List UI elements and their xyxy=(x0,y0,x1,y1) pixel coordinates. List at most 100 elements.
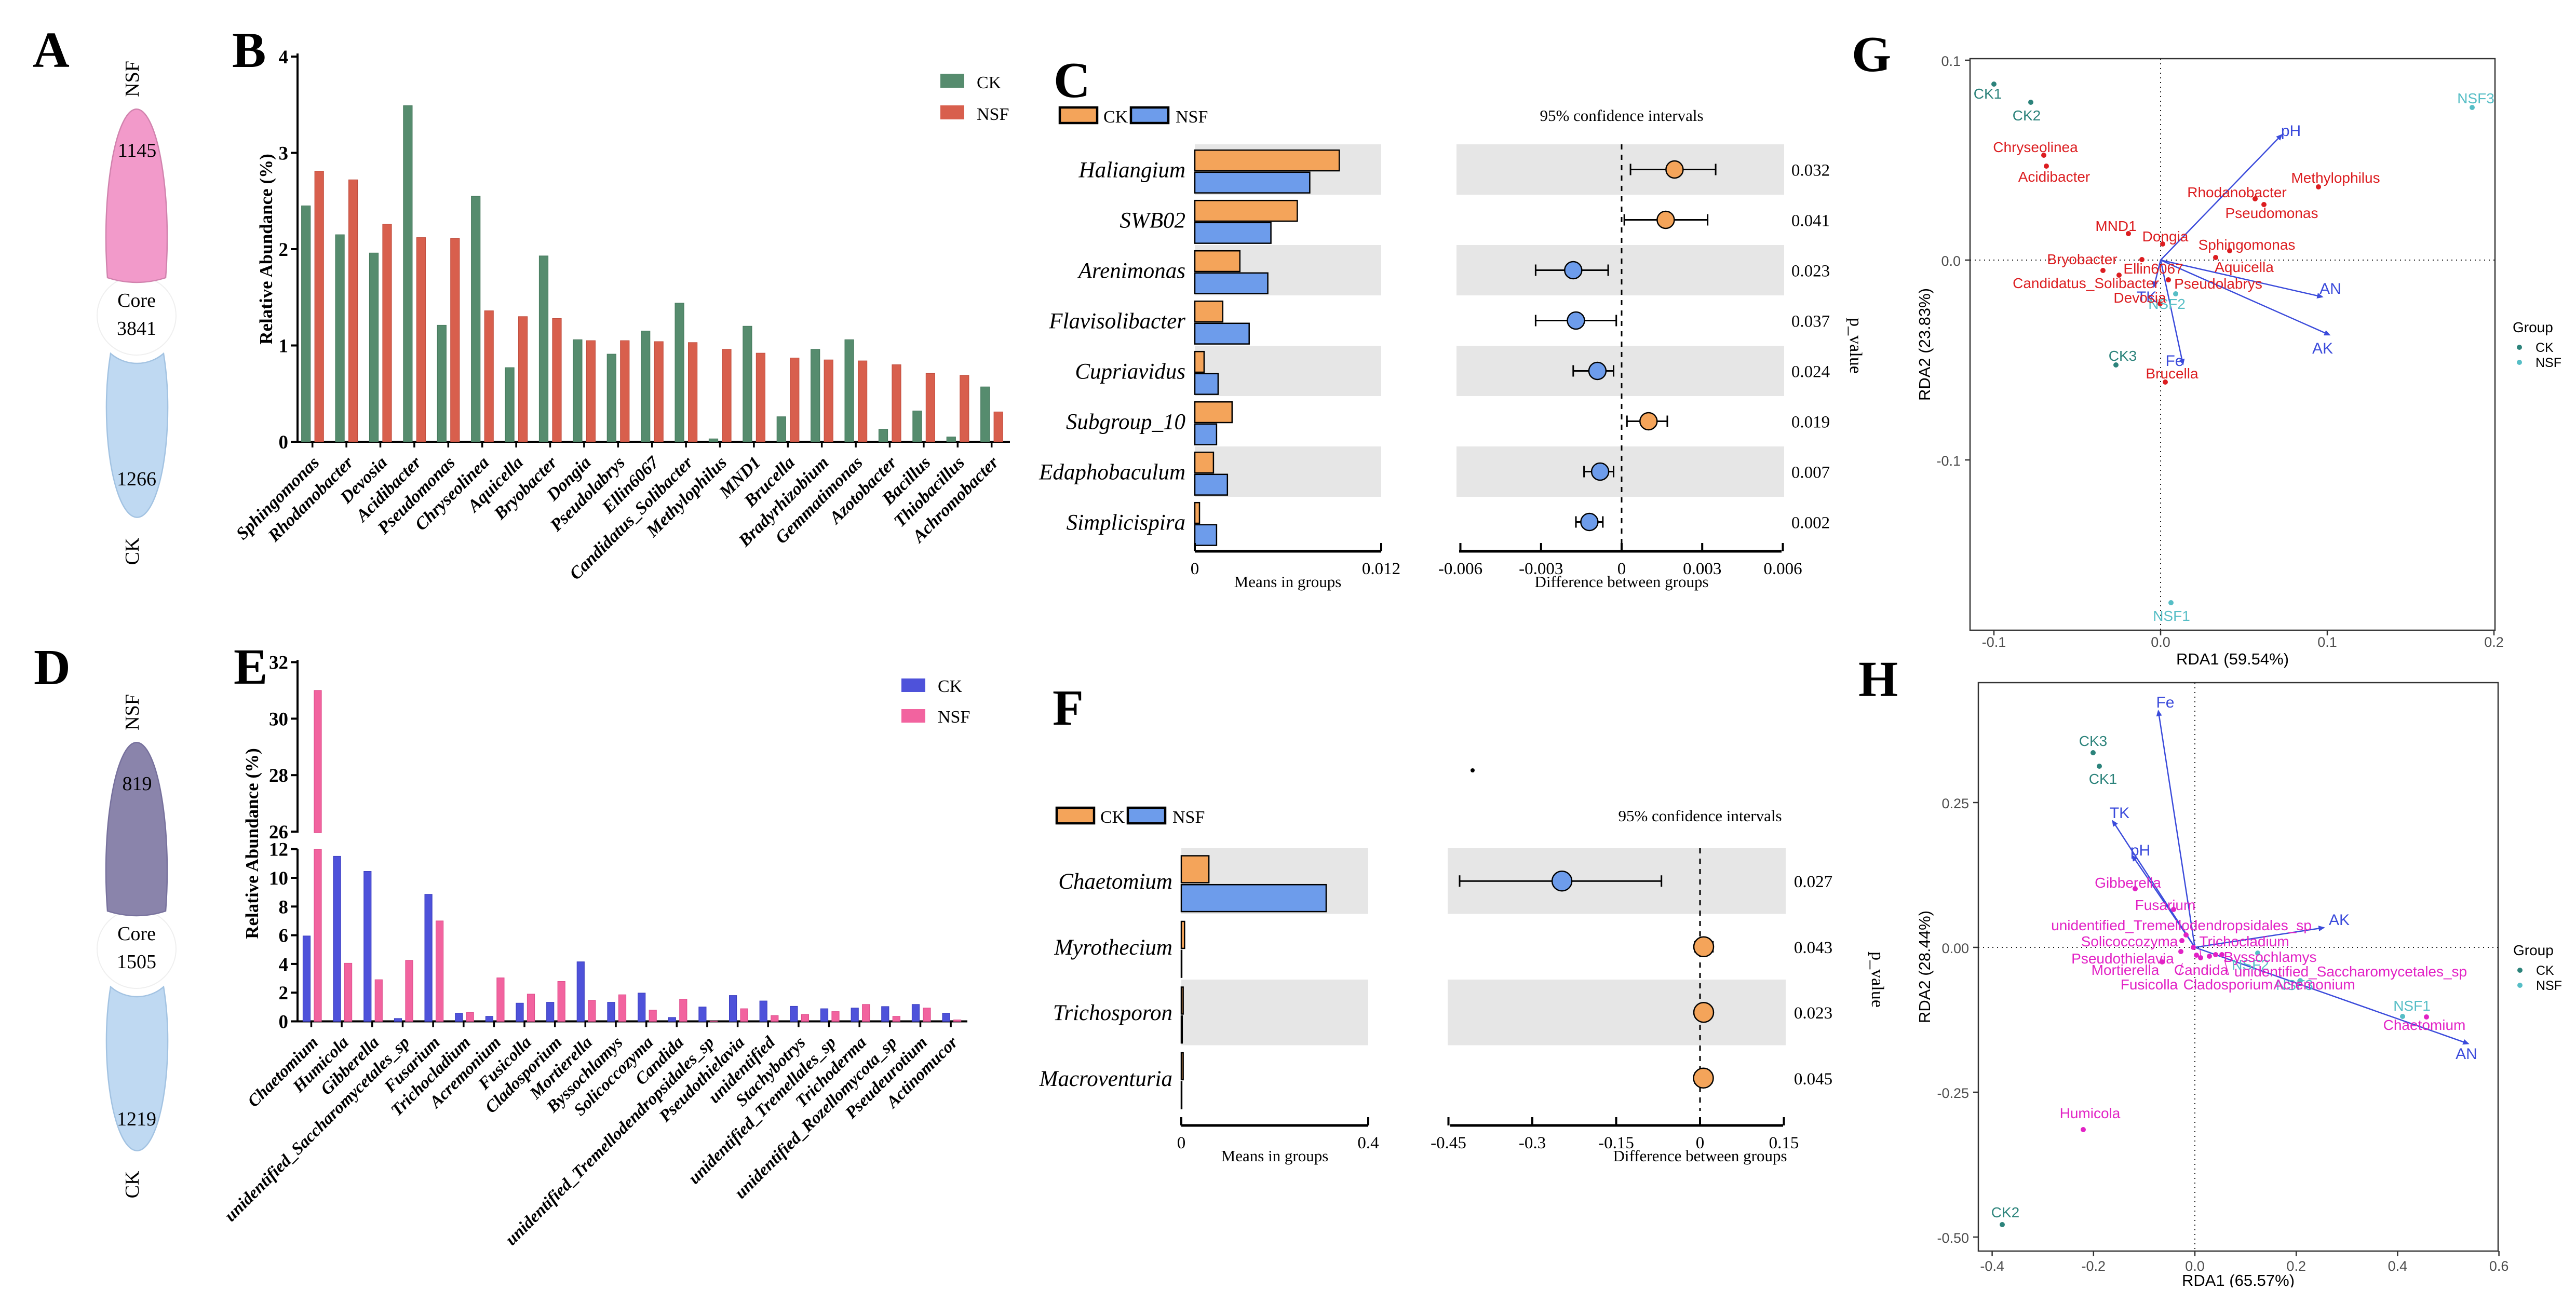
svg-text:-0.50: -0.50 xyxy=(1937,1230,1969,1246)
svg-text:TK: TK xyxy=(2137,289,2156,306)
svg-text:CK: CK xyxy=(2535,341,2554,355)
svg-text:Flavisolibacter: Flavisolibacter xyxy=(1048,309,1185,334)
svg-text:Cupriavidus: Cupriavidus xyxy=(1075,360,1185,384)
svg-text:12: 12 xyxy=(269,839,288,861)
svg-text:Dongia: Dongia xyxy=(2142,228,2189,245)
svg-text:8: 8 xyxy=(279,897,289,918)
svg-text:CK: CK xyxy=(1103,107,1128,127)
svg-text:Sphingomonas: Sphingomonas xyxy=(2199,237,2296,253)
svg-text:Core: Core xyxy=(117,290,156,311)
svg-text:Devosia: Devosia xyxy=(2113,290,2166,306)
svg-text:0.043: 0.043 xyxy=(1794,939,1832,957)
svg-text:0: 0 xyxy=(1617,560,1626,578)
svg-text:0.25: 0.25 xyxy=(1941,796,1969,811)
svg-text:SWB02: SWB02 xyxy=(1120,209,1185,233)
svg-text:Difference between groups: Difference between groups xyxy=(1534,573,1708,591)
svg-text:Mortierella: Mortierella xyxy=(2092,962,2160,978)
svg-text:Relative Abundance (%): Relative Abundance (%) xyxy=(256,154,276,345)
svg-text:MND1: MND1 xyxy=(2095,218,2136,234)
svg-text:Difference between groups: Difference between groups xyxy=(1613,1147,1787,1165)
svg-text:CK1: CK1 xyxy=(1974,86,2002,102)
svg-text:p_value: p_value xyxy=(1846,318,1865,374)
svg-text:10: 10 xyxy=(269,868,288,889)
svg-text:CK: CK xyxy=(1100,808,1125,827)
svg-text:1505: 1505 xyxy=(117,951,156,973)
svg-text:0.037: 0.037 xyxy=(1791,313,1830,331)
svg-text:NSF3: NSF3 xyxy=(2457,90,2494,106)
svg-text:819: 819 xyxy=(123,773,152,795)
svg-text:6: 6 xyxy=(279,926,289,947)
svg-text:0: 0 xyxy=(1191,560,1199,578)
svg-text:0.15: 0.15 xyxy=(1769,1134,1799,1152)
svg-text:95% confidence intervals: 95% confidence intervals xyxy=(1540,106,1703,125)
svg-text:Pseudolabrys: Pseudolabrys xyxy=(2174,276,2262,292)
svg-text:4: 4 xyxy=(279,47,289,68)
svg-text:0.4: 0.4 xyxy=(2388,1258,2408,1274)
svg-text:Relative Abundance (%): Relative Abundance (%) xyxy=(242,748,262,939)
svg-text:NSF: NSF xyxy=(977,105,1009,124)
svg-text:B: B xyxy=(232,22,266,78)
svg-text:RDA2 (23.83%): RDA2 (23.83%) xyxy=(1916,288,1934,401)
svg-text:NSF: NSF xyxy=(1172,808,1205,827)
svg-text:A: A xyxy=(33,22,70,78)
svg-text:1: 1 xyxy=(279,336,289,357)
svg-text:-0.15: -0.15 xyxy=(1598,1134,1634,1152)
svg-text:Fusicolla: Fusicolla xyxy=(2121,976,2178,993)
svg-text:CK3: CK3 xyxy=(2109,348,2137,364)
svg-text:Brucella: Brucella xyxy=(2146,365,2199,382)
svg-text:Acidibacter: Acidibacter xyxy=(2018,169,2091,185)
svg-text:0.6: 0.6 xyxy=(2489,1258,2509,1274)
svg-text:Group: Group xyxy=(2513,319,2553,335)
svg-text:pH: pH xyxy=(2281,123,2301,140)
svg-text:-0.45: -0.45 xyxy=(1431,1134,1466,1152)
svg-text:Fe: Fe xyxy=(2165,352,2183,370)
svg-text:Fe: Fe xyxy=(2156,694,2174,711)
svg-text:Methylophilus: Methylophilus xyxy=(2291,170,2380,186)
svg-text:4: 4 xyxy=(279,954,289,975)
svg-text:0.0: 0.0 xyxy=(2151,634,2170,650)
svg-text:0.003: 0.003 xyxy=(1683,560,1721,578)
svg-text:-0.2: -0.2 xyxy=(2082,1258,2106,1274)
svg-text:-0.003: -0.003 xyxy=(1519,560,1563,578)
svg-text:CK3: CK3 xyxy=(2079,733,2107,749)
svg-text:D: D xyxy=(34,640,71,696)
svg-text:Simplicispira: Simplicispira xyxy=(1067,511,1185,535)
svg-text:Chaetomium: Chaetomium xyxy=(2383,1017,2466,1033)
svg-text:pH: pH xyxy=(2130,842,2150,859)
svg-text:CK2: CK2 xyxy=(2013,107,2041,124)
svg-text:32: 32 xyxy=(269,653,288,674)
svg-text:0: 0 xyxy=(1177,1134,1186,1152)
svg-text:Cladosporium: Cladosporium xyxy=(2183,976,2273,993)
svg-text:NSF: NSF xyxy=(938,708,970,727)
svg-text:Candida: Candida xyxy=(2174,962,2229,978)
svg-text:CK: CK xyxy=(122,1171,143,1198)
svg-text:NSF: NSF xyxy=(122,61,143,97)
svg-text:0.041: 0.041 xyxy=(1791,212,1830,230)
svg-text:0.2: 0.2 xyxy=(2484,634,2504,650)
svg-text:CK: CK xyxy=(977,73,1002,92)
svg-text:0.1: 0.1 xyxy=(2317,634,2337,650)
svg-text:-0.3: -0.3 xyxy=(1519,1134,1546,1152)
svg-text:Haliangium: Haliangium xyxy=(1078,158,1185,183)
svg-text:0: 0 xyxy=(1696,1134,1705,1152)
svg-text:Subgroup_10: Subgroup_10 xyxy=(1066,410,1185,434)
svg-text:28: 28 xyxy=(269,765,288,786)
svg-text:30: 30 xyxy=(269,709,288,730)
svg-text:Arenimonas: Arenimonas xyxy=(1077,259,1185,283)
svg-text:TK: TK xyxy=(2110,805,2129,822)
svg-text:0.007: 0.007 xyxy=(1791,464,1830,482)
svg-text:0.019: 0.019 xyxy=(1791,413,1830,432)
svg-text:26: 26 xyxy=(269,822,288,843)
svg-text:Core: Core xyxy=(117,923,156,945)
svg-text:Chryseolinea: Chryseolinea xyxy=(1993,139,2078,155)
svg-text:0.002: 0.002 xyxy=(1791,514,1830,533)
svg-text:Fusarium: Fusarium xyxy=(2135,897,2196,913)
svg-text:F: F xyxy=(1053,680,1084,736)
svg-text:0.032: 0.032 xyxy=(1791,161,1830,180)
svg-text:Trichosporon: Trichosporon xyxy=(1053,1001,1172,1025)
svg-text:0: 0 xyxy=(279,432,289,453)
svg-text:NSF: NSF xyxy=(122,694,143,730)
svg-text:CK: CK xyxy=(938,677,963,696)
svg-text:0.024: 0.024 xyxy=(1791,363,1830,382)
svg-text:Means in groups: Means in groups xyxy=(1221,1147,1329,1165)
